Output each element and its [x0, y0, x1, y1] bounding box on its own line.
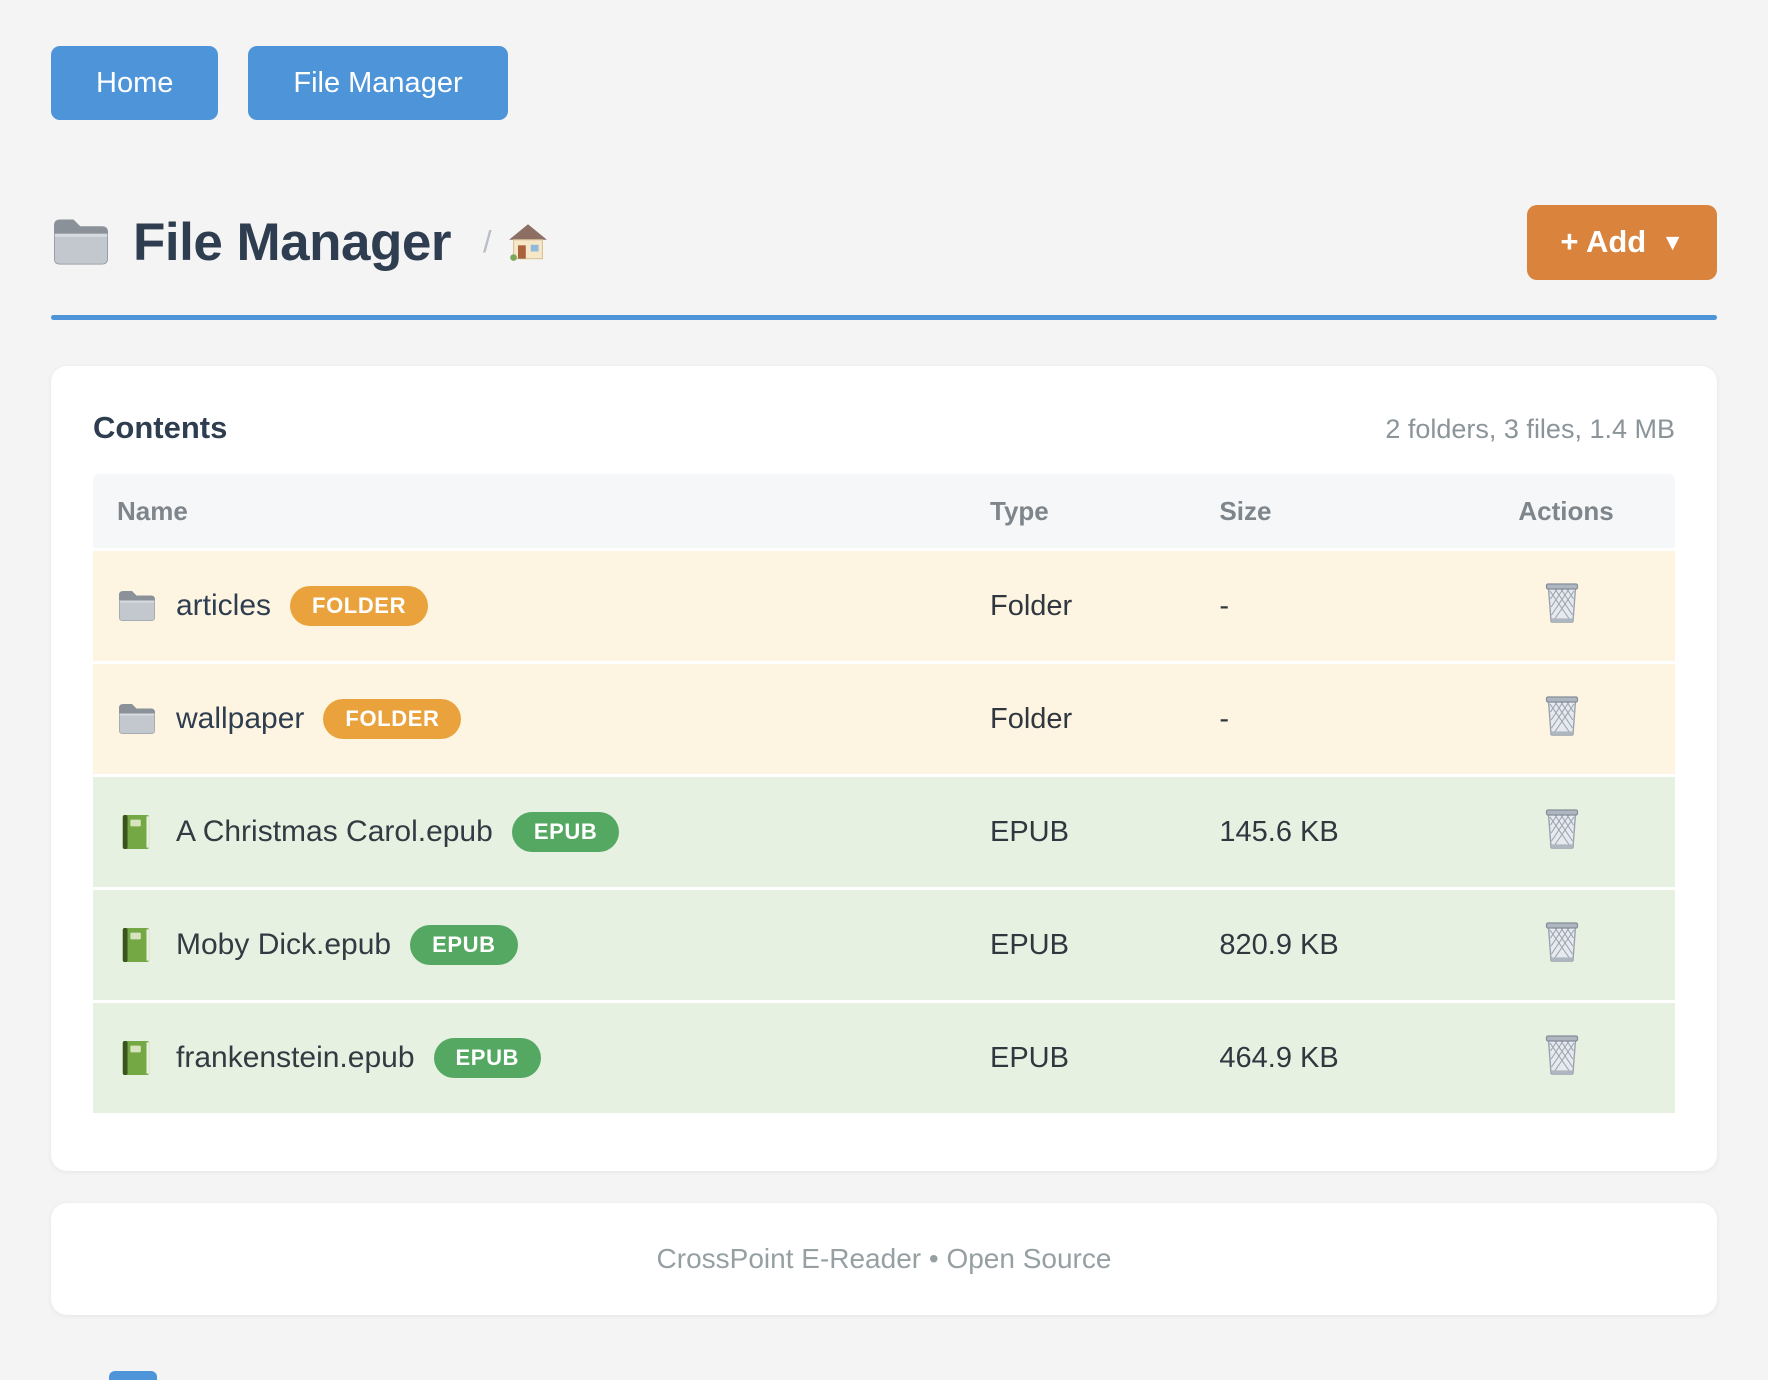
table-row[interactable]: frankenstein.epub EPUB EPUB 464.9 KB: [93, 1000, 1675, 1113]
file-name[interactable]: wallpaper: [176, 702, 305, 735]
book-icon: [117, 814, 157, 850]
file-type: Folder: [990, 661, 1220, 774]
type-badge: FOLDER: [323, 699, 462, 739]
type-badge: EPUB: [410, 925, 518, 965]
contents-table: Name Type Size Actions: [93, 474, 1675, 1113]
breadcrumb-separator: /: [482, 224, 492, 259]
folder-icon: [117, 701, 157, 737]
folder-icon: [51, 216, 111, 268]
contents-card: Contents 2 folders, 3 files, 1.4 MB Name…: [51, 366, 1717, 1171]
table-row[interactable]: articles FOLDER Folder -: [93, 548, 1675, 661]
file-manager-page: Home File Manager File Manager / + Add ▼: [51, 46, 1717, 1315]
top-nav: Home File Manager: [51, 46, 1717, 120]
book-icon: [117, 927, 157, 963]
contents-heading: Contents: [93, 410, 228, 445]
type-badge: EPUB: [511, 812, 620, 852]
add-button[interactable]: + Add ▼: [1527, 204, 1717, 280]
footer-card: CrossPoint E-Reader • Open Source: [51, 1203, 1717, 1315]
file-name[interactable]: Moby Dick.epub: [176, 928, 392, 961]
file-type: EPUB: [990, 774, 1220, 887]
file-type: EPUB: [990, 887, 1220, 1000]
footer-text: CrossPoint E-Reader • Open Source: [656, 1243, 1112, 1274]
file-name[interactable]: articles: [176, 589, 272, 622]
table-header-row: Name Type Size Actions: [93, 474, 1675, 548]
delete-button[interactable]: [1544, 1033, 1580, 1078]
caret-down-icon: ▼: [1661, 228, 1684, 255]
trash-icon: [1544, 1033, 1580, 1078]
table-row[interactable]: wallpaper FOLDER Folder -: [93, 661, 1675, 774]
partially-visible-button[interactable]: [109, 1371, 157, 1380]
file-size: 820.9 KB: [1219, 887, 1519, 1000]
page-header: File Manager / + Add ▼: [51, 186, 1717, 298]
delete-button[interactable]: [1544, 807, 1580, 852]
column-header-actions: Actions: [1518, 474, 1675, 548]
file-size: 464.9 KB: [1219, 1000, 1519, 1113]
nav-file-manager-button[interactable]: File Manager: [248, 46, 508, 120]
table-row[interactable]: A Christmas Carol.epub EPUB EPUB 145.6 K…: [93, 774, 1675, 887]
home-icon[interactable]: [508, 223, 548, 261]
delete-button[interactable]: [1544, 694, 1580, 739]
type-badge: FOLDER: [290, 586, 429, 626]
file-size: -: [1219, 548, 1519, 661]
type-badge: EPUB: [433, 1038, 542, 1078]
trash-icon: [1544, 807, 1580, 852]
delete-button[interactable]: [1544, 581, 1580, 626]
folder-icon: [117, 588, 157, 624]
page-title: File Manager: [133, 212, 451, 272]
trash-icon: [1544, 920, 1580, 965]
file-size: 145.6 KB: [1219, 774, 1519, 887]
delete-button[interactable]: [1544, 920, 1580, 965]
file-name[interactable]: A Christmas Carol.epub: [176, 815, 493, 848]
column-header-type: Type: [990, 474, 1220, 548]
book-icon: [117, 1040, 157, 1076]
contents-card-header: Contents 2 folders, 3 files, 1.4 MB: [93, 410, 1675, 446]
title-underline: [51, 315, 1717, 320]
column-header-size: Size: [1219, 474, 1519, 548]
trash-icon: [1544, 694, 1580, 739]
file-type: EPUB: [990, 1000, 1220, 1113]
file-size: -: [1219, 661, 1519, 774]
table-row[interactable]: Moby Dick.epub EPUB EPUB 820.9 KB: [93, 887, 1675, 1000]
column-header-name: Name: [93, 474, 990, 548]
add-button-label: + Add: [1560, 224, 1647, 259]
file-name[interactable]: frankenstein.epub: [176, 1041, 415, 1074]
trash-icon: [1544, 581, 1580, 626]
contents-summary: 2 folders, 3 files, 1.4 MB: [1385, 414, 1675, 444]
nav-home-button[interactable]: Home: [51, 46, 219, 120]
file-type: Folder: [990, 548, 1220, 661]
